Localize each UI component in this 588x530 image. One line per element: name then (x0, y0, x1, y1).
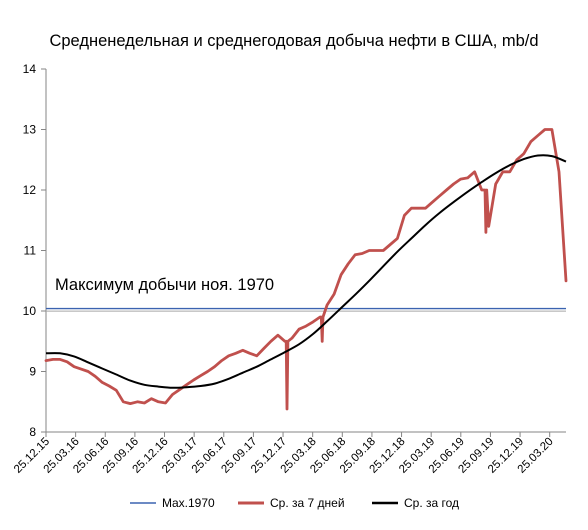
y-tick-label: 10 (23, 304, 37, 318)
y-tick-label: 9 (29, 365, 36, 379)
legend-label-weekly: Ср. за 7 дней (270, 496, 345, 510)
y-tick-label: 11 (24, 244, 37, 258)
y-tick-label: 13 (23, 123, 37, 137)
y-axis-ticks: 8 9 10 11 12 13 14 (23, 62, 46, 439)
legend-label-annual: Ср. за год (404, 496, 459, 510)
legend-label-max-1970: Max.1970 (162, 496, 215, 510)
y-tick-label: 8 (29, 425, 36, 439)
series-annual-line (45, 154, 567, 389)
series-layer (44, 128, 568, 411)
chart-title: Средненедельная и среднегодовая добыча н… (49, 32, 538, 50)
y-tick-label: 12 (23, 183, 37, 197)
x-axis-ticks: 25.12.1525.03.1625.06.1625.09.1625.12.16… (12, 432, 556, 476)
y-tick-label: 14 (23, 62, 37, 76)
annotation-max-1970: Максимум добычи ноя. 1970 (55, 276, 274, 294)
series-weekly-line (44, 128, 568, 411)
legend: Max.1970 Ср. за 7 дней Ср. за год (130, 496, 459, 510)
